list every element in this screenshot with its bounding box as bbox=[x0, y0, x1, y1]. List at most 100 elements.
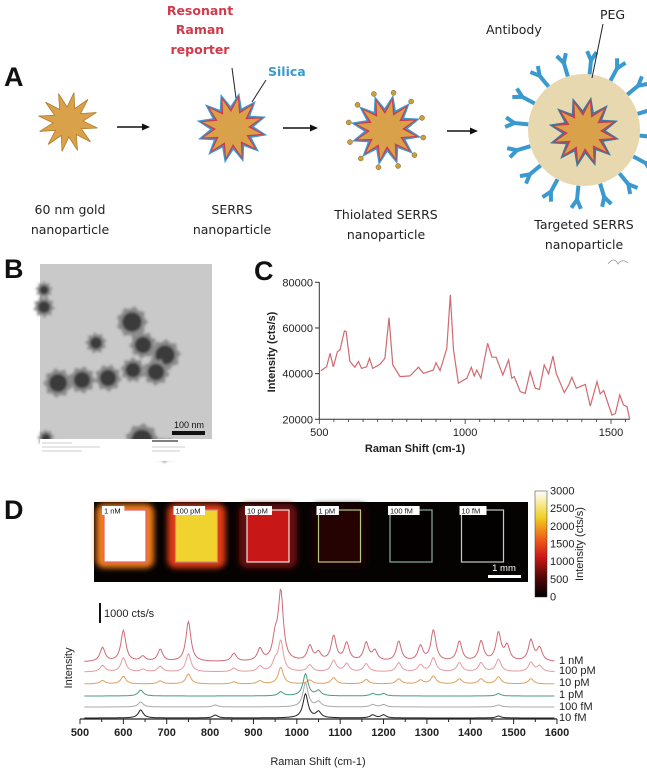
d-spectrum-10-pM bbox=[84, 667, 555, 685]
well-label-box bbox=[459, 506, 487, 515]
well-intensity bbox=[175, 510, 218, 562]
reporter-annotation-line3: reporter bbox=[171, 42, 231, 57]
well-3: 1 pM bbox=[310, 504, 369, 568]
well-1: 100 pM bbox=[167, 504, 226, 568]
c-spectrum-line bbox=[320, 294, 631, 420]
thiol-group bbox=[358, 155, 364, 162]
reporter-annotation-line2: Raman bbox=[176, 22, 224, 37]
well-intensity bbox=[390, 510, 432, 562]
d-y-axis-label: Intensity bbox=[63, 647, 75, 688]
colorbar-tick-label: 1000 bbox=[550, 556, 574, 568]
colorbar-tick-label: 3000 bbox=[550, 486, 574, 498]
tem-scale-bar-label: 100 nm bbox=[174, 420, 204, 430]
d-spectrum-100-fM bbox=[84, 681, 555, 708]
well-intensity bbox=[104, 510, 146, 562]
nanoparticle-blob bbox=[142, 358, 170, 386]
antibody-icon bbox=[555, 52, 570, 77]
well-intensity bbox=[318, 510, 361, 562]
well-label: 1 nM bbox=[104, 507, 121, 516]
well-label-box bbox=[102, 506, 125, 515]
thiol-group bbox=[395, 163, 401, 169]
nanoparticle-blob bbox=[120, 357, 146, 383]
arrow-1-head bbox=[142, 123, 150, 131]
d-x-tick-label: 1500 bbox=[501, 727, 525, 739]
panel-d-label: D bbox=[4, 495, 24, 525]
thiol-group bbox=[375, 164, 382, 170]
peg-leader-line bbox=[591, 23, 604, 79]
well-label: 10 pM bbox=[247, 507, 268, 516]
well-label-box bbox=[388, 506, 420, 515]
intensity-scale-bar-label: 1000 cts/s bbox=[104, 608, 155, 620]
silica-leader-line bbox=[251, 79, 267, 103]
d-x-tick-label: 1200 bbox=[371, 727, 395, 739]
c-x-axis-label-text: Raman Shift (cm-1) bbox=[365, 443, 466, 455]
c-x-tick-label: 1500 bbox=[599, 427, 623, 439]
d-spectrum-10-fM bbox=[84, 692, 555, 719]
colorbar-tick-label: 1500 bbox=[550, 539, 574, 551]
thiolated-nanostar-icon bbox=[356, 100, 416, 160]
antibody-annotation: Antibody bbox=[486, 22, 542, 37]
d-spectrum-1-pM bbox=[84, 672, 555, 697]
caption-gold-line2: nanoparticle bbox=[31, 222, 110, 237]
well-4: 100 fM bbox=[388, 506, 433, 563]
panel-c-label: C bbox=[254, 256, 274, 286]
c-y-tick-label: 20000 bbox=[282, 414, 313, 426]
c-y-tick-label: 40000 bbox=[282, 369, 313, 381]
d-x-axis-label: Raman Shift (cm-1) bbox=[270, 756, 365, 768]
caption-targeted-line1: Targeted SERRS bbox=[533, 217, 633, 232]
antibody-icon bbox=[639, 133, 647, 139]
tem-metadata-strip bbox=[40, 439, 212, 461]
d-x-tick-label: 700 bbox=[158, 727, 176, 739]
artist-signature bbox=[607, 259, 629, 265]
reporter-leader-line bbox=[231, 67, 237, 99]
colorbar-tick-label: 0 bbox=[550, 592, 556, 604]
d-x-tick-label: 1100 bbox=[328, 727, 352, 739]
silica-annotation: Silica bbox=[268, 64, 306, 79]
reporter-annotation-line1: Resonant bbox=[167, 3, 233, 18]
caption-serrs-line2: nanoparticle bbox=[193, 222, 272, 237]
tem-image bbox=[40, 264, 212, 439]
d-series-label: 1 nM bbox=[559, 655, 583, 667]
d-x-tick-label: 800 bbox=[201, 727, 219, 739]
image-scale-bar-label: 1 mm bbox=[492, 563, 516, 574]
d-x-tick-label: 600 bbox=[114, 727, 132, 739]
caption-thiolated-line2: nanoparticle bbox=[347, 227, 426, 242]
antibody-icon bbox=[569, 185, 583, 210]
c-y-tick-label: 80000 bbox=[282, 277, 313, 289]
thiol-group bbox=[390, 90, 397, 96]
colorbar-label: Intensity (cts/s) bbox=[574, 507, 586, 581]
thiol-group bbox=[408, 98, 414, 105]
d-spectrum-1-nM bbox=[84, 588, 555, 662]
well-label: 100 pM bbox=[176, 507, 201, 516]
nanoparticle-blob bbox=[117, 306, 148, 338]
d-series-label: 100 pM bbox=[559, 665, 596, 677]
well-label: 100 fM bbox=[390, 507, 413, 516]
panel-a-label: A bbox=[4, 62, 24, 92]
well-label-box bbox=[245, 506, 272, 515]
nanoparticle-blob bbox=[129, 331, 157, 359]
tem-scale-bar bbox=[172, 431, 205, 435]
d-spectrum-100-pM bbox=[84, 639, 555, 673]
caption-thiolated-line1: Thiolated SERRS bbox=[333, 207, 438, 222]
well-label-box bbox=[316, 506, 339, 515]
antibody-icon bbox=[529, 65, 551, 88]
caption-serrs-line1: SERRS bbox=[211, 202, 252, 217]
c-y-tick-label: 60000 bbox=[282, 323, 313, 335]
caption-gold-line1: 60 nm gold bbox=[35, 202, 106, 217]
thiol-group bbox=[411, 152, 418, 158]
serrs-nanostar-icon bbox=[202, 98, 262, 158]
thiol-group bbox=[419, 115, 425, 121]
well-label: 10 fM bbox=[462, 507, 481, 516]
targeted-nanostar-icon bbox=[554, 102, 614, 162]
antibody-icon bbox=[585, 50, 599, 75]
antibody-icon bbox=[617, 172, 639, 195]
d-x-tick-label: 1400 bbox=[458, 727, 482, 739]
antibody-icon bbox=[632, 154, 647, 169]
panel-a: A Resonant Raman reporter Silica Antibod… bbox=[4, 3, 647, 265]
well-intensity bbox=[247, 510, 289, 562]
intensity-scale-bar bbox=[99, 603, 101, 623]
colorbar bbox=[534, 490, 548, 598]
d-x-tick-label: 900 bbox=[244, 727, 262, 739]
d-series-label: 10 fM bbox=[559, 712, 587, 724]
